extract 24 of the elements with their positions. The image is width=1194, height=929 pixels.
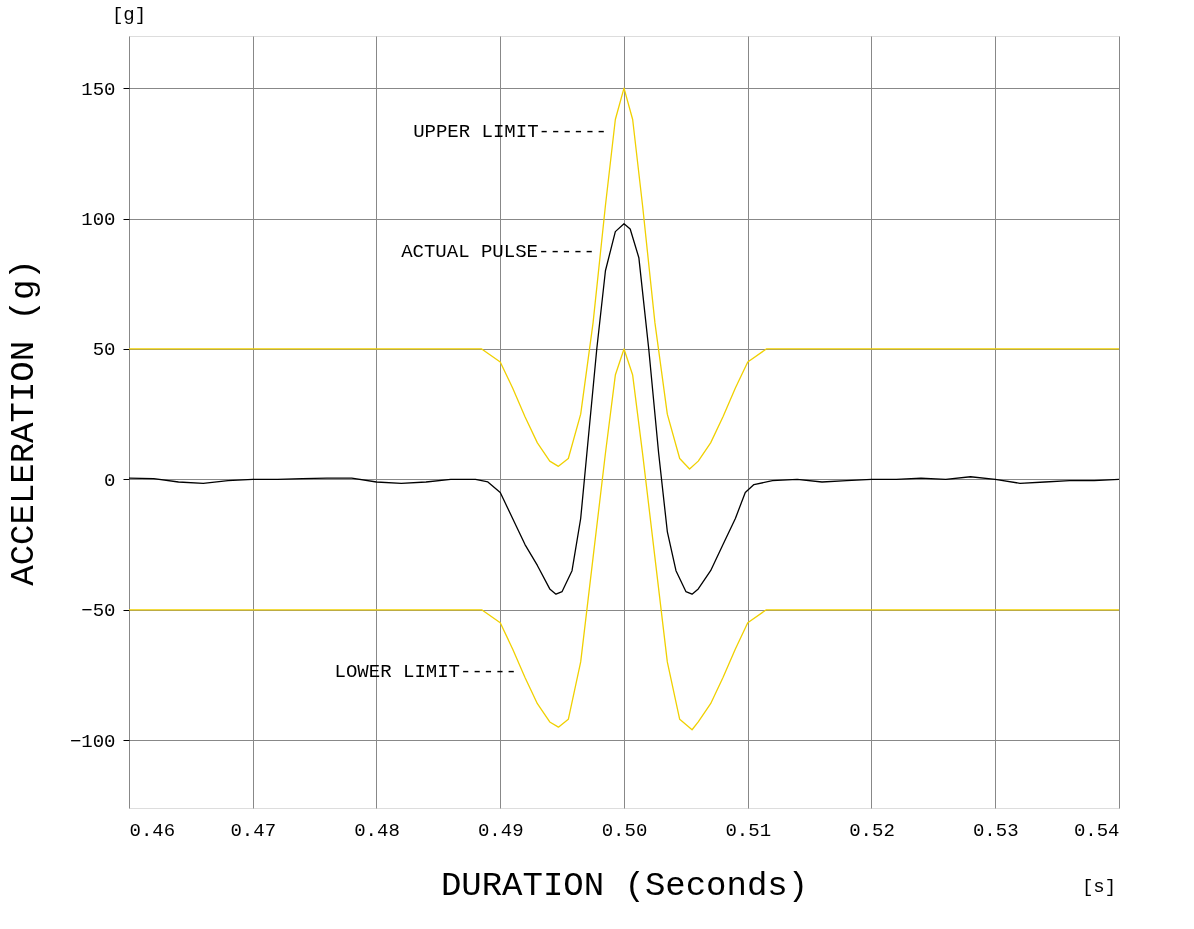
x-tick-label: 0.46 (129, 819, 176, 842)
annotation: LOWER LIMIT----- (334, 661, 517, 683)
y-tick-label: 150 (81, 78, 116, 101)
x-axis-title: DURATION (Seconds) (440, 866, 809, 905)
x-tick-label: 0.54 (1073, 819, 1120, 842)
x-tick-label: 0.51 (725, 819, 772, 842)
x-tick-label: 0.53 (972, 819, 1019, 842)
y-tick-label: 0 (104, 469, 116, 492)
y-tick-label: −50 (81, 600, 116, 623)
x-tick-label: 0.48 (354, 819, 400, 842)
y-tick-label: −100 (69, 730, 116, 753)
x-tick-label: 0.47 (230, 819, 277, 842)
text: [g] (111, 4, 147, 26)
line-series (129, 348, 1119, 731)
x-tick-label: 0.49 (477, 819, 524, 842)
x-tick-label: 0.52 (849, 819, 895, 842)
text: [s] (1081, 876, 1117, 898)
y-tick-label: 50 (92, 339, 116, 362)
y-tick-label: 100 (81, 209, 116, 232)
annotation: UPPER LIMIT------ (413, 121, 607, 143)
x-tick-label: 0.50 (601, 819, 648, 842)
line-series (129, 87, 1119, 470)
y-axis-title: ACCELERATION (g) (4, 259, 43, 586)
annotation: ACTUAL PULSE----- (401, 241, 595, 263)
